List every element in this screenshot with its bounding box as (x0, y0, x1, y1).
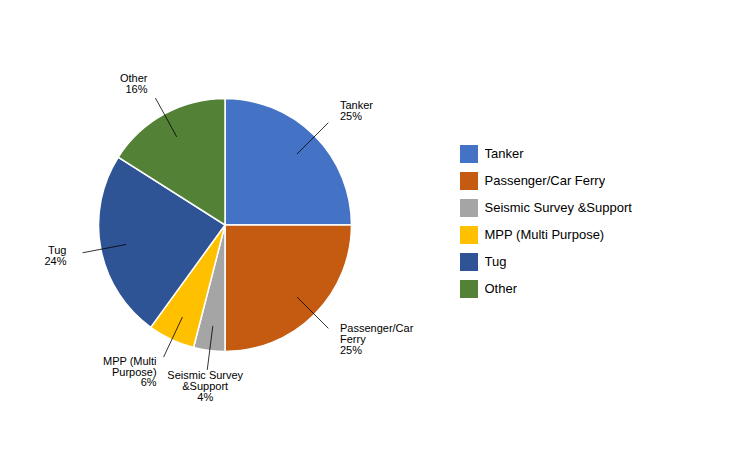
html-text:Passenger/Car Ferry: Passenger/Car Ferry (484, 172, 606, 188)
html-text:Seismic Survey &Support: Seismic Survey &Support (484, 199, 632, 215)
html-text:Tanker: Tanker (484, 145, 524, 161)
svg-text:MPP (MultiPurpose)6%: MPP (MultiPurpose)6% (103, 354, 157, 388)
html-text:MPP (Multi Purpose): MPP (Multi Purpose) (484, 226, 605, 242)
html-text:Tug: Tug (484, 253, 507, 269)
html-text:Other: Other (484, 280, 517, 296)
svg-text:Other16%: Other16% (120, 72, 148, 95)
svg-text:Tanker25%: Tanker25% (340, 99, 373, 122)
svg-text:Passenger/CarFerry25%: Passenger/CarFerry25% (340, 322, 414, 356)
svg-text:Seismic Survey&Support4%: Seismic Survey&Support4% (167, 369, 243, 403)
svg-text:Tug24%: Tug24% (44, 244, 66, 267)
